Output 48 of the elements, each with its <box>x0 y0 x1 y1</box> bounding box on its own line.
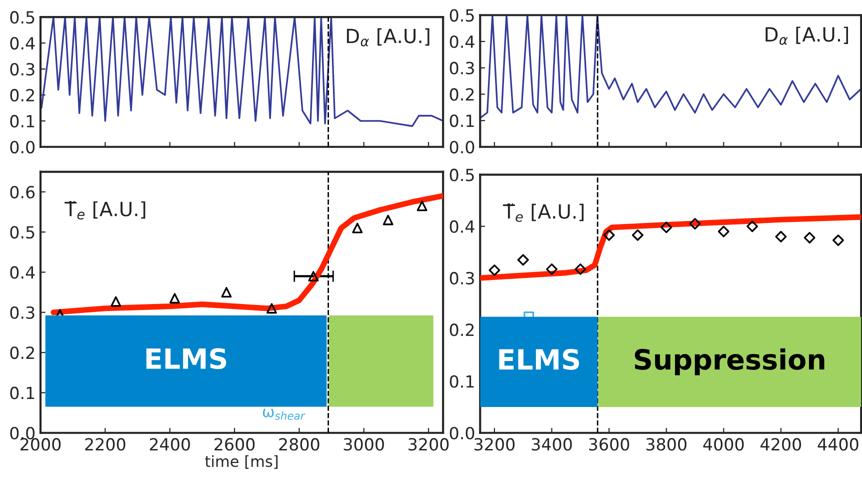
y-tick-label: 0.5 <box>10 226 34 239</box>
x-tick-label: 3400 <box>532 438 572 451</box>
x-tick-label: 2000 <box>20 438 61 451</box>
annotation: D$_{α}$ [A.U.] <box>766 26 848 45</box>
annotation: T̃$_{e}$ [A.U.] <box>502 203 584 222</box>
y-tick-label: 0.2 <box>450 324 474 336</box>
y-tick-label: 0.0 <box>10 426 35 440</box>
x-tick-label: 2800 <box>279 438 320 451</box>
x-tick-label: 3200 <box>474 438 515 451</box>
y-tick-label: 0.3 <box>450 272 474 285</box>
y-tick-label: 0.3 <box>450 62 474 74</box>
annotation: T̃$_{e}$ [A.U.] <box>64 200 146 220</box>
x-tick-label: 2200 <box>85 438 126 451</box>
y-tick-label: 0.1 <box>450 114 474 128</box>
y-tick-label: 0.3 <box>10 306 34 319</box>
y-tick-label: 0.1 <box>450 375 474 388</box>
x-axis-title: time [ms] <box>205 455 278 469</box>
y-tick-label: 0.6 <box>10 186 35 198</box>
y-tick-label: 0.4 <box>10 266 35 279</box>
y-tick-label: 0.2 <box>450 88 474 101</box>
band-label: ELMS <box>146 348 226 370</box>
x-tick-label: 2600 <box>214 438 255 451</box>
y-tick-label: 0.3 <box>10 62 34 76</box>
y-tick-label: 0.0 <box>450 426 474 440</box>
y-tick-label: 0.4 <box>450 35 474 48</box>
x-tick-label: 2400 <box>150 438 190 451</box>
band-label: ELMS <box>499 348 579 370</box>
x-tick-label: 3200 <box>408 438 449 451</box>
y-tick-label: 0.1 <box>10 386 34 400</box>
annotation: D$_{α}$ [A.U.] <box>346 28 430 46</box>
y-tick-label: 0.2 <box>10 88 34 102</box>
x-tick-label: 4200 <box>760 438 802 451</box>
y-tick-label: 0.0 <box>10 140 35 154</box>
y-tick-label: 0.5 <box>450 168 474 182</box>
y-tick-label: 0.0 <box>450 140 474 154</box>
x-tick-label: 3800 <box>646 438 686 451</box>
band-label: Suppression <box>634 348 824 376</box>
x-tick-label: 3000 <box>344 438 384 451</box>
y-tick-label: 0.2 <box>10 346 34 360</box>
y-tick-label: 0.1 <box>10 114 34 128</box>
y-tick-label: 0.4 <box>10 37 35 50</box>
y-tick-label: 0.5 <box>450 9 474 22</box>
x-tick-label: 4000 <box>703 438 744 451</box>
y-tick-label: 0.5 <box>10 11 34 24</box>
annotation: ω$_{shear}$ <box>262 408 306 420</box>
x-tick-label: 3600 <box>589 438 630 451</box>
x-tick-label: 4400 <box>818 438 858 451</box>
y-tick-label: 0.4 <box>450 220 474 233</box>
